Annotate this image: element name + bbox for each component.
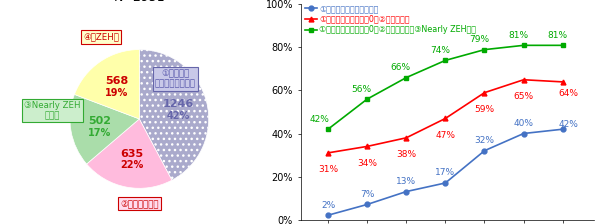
- Text: 74%: 74%: [430, 46, 450, 55]
- Text: 34%: 34%: [357, 159, 377, 168]
- Wedge shape: [139, 50, 209, 180]
- Text: ③Nearly ZEH
相当邸: ③Nearly ZEH 相当邸: [25, 101, 81, 120]
- Text: 19%: 19%: [105, 88, 128, 98]
- Text: 22%: 22%: [120, 160, 143, 170]
- Legend: ①家電込みエネルギーゼロ, ①家電込みＥネキギー0＋②ＺＥＨ相当, ①家電込みＥネキギー0＋②ＺＥＨ相当＋③Nearly ZEH相当: ①家電込みエネルギーゼロ, ①家電込みＥネキギー0＋②ＺＥＨ相当, ①家電込みＥ…: [305, 4, 476, 34]
- Text: 31%: 31%: [318, 165, 338, 174]
- Text: 7%: 7%: [360, 190, 374, 199]
- Text: 47%: 47%: [436, 131, 455, 140]
- Text: 38%: 38%: [396, 150, 416, 159]
- Text: 56%: 56%: [352, 84, 371, 94]
- Wedge shape: [74, 50, 139, 119]
- Text: 42%: 42%: [310, 115, 329, 124]
- Text: N=2951: N=2951: [113, 0, 165, 4]
- Text: 1246: 1246: [163, 99, 194, 109]
- Text: 2%: 2%: [321, 201, 335, 210]
- Text: 17%: 17%: [436, 168, 455, 177]
- Text: ①家電込み
エネルギーゼロ邸: ①家電込み エネルギーゼロ邸: [155, 69, 196, 88]
- Text: 568: 568: [105, 76, 128, 86]
- Text: 635: 635: [120, 149, 143, 159]
- Text: 65%: 65%: [514, 92, 533, 101]
- Wedge shape: [86, 119, 172, 188]
- Wedge shape: [70, 94, 139, 164]
- Text: 17%: 17%: [88, 128, 112, 138]
- Text: 42%: 42%: [167, 111, 190, 121]
- Text: 66%: 66%: [391, 63, 411, 72]
- Text: 13%: 13%: [396, 177, 416, 186]
- Text: 32%: 32%: [475, 136, 494, 145]
- Text: 64%: 64%: [558, 89, 578, 98]
- Text: 81%: 81%: [547, 31, 567, 40]
- Text: ②ＺＥＨ相当邸: ②ＺＥＨ相当邸: [120, 199, 158, 208]
- Text: 502: 502: [88, 116, 111, 126]
- Text: 79%: 79%: [469, 35, 489, 44]
- Text: 42%: 42%: [559, 120, 578, 129]
- Text: ④非ZEH邸: ④非ZEH邸: [83, 32, 119, 42]
- Text: 81%: 81%: [508, 31, 528, 40]
- Text: 59%: 59%: [475, 105, 494, 114]
- Text: 40%: 40%: [514, 119, 533, 128]
